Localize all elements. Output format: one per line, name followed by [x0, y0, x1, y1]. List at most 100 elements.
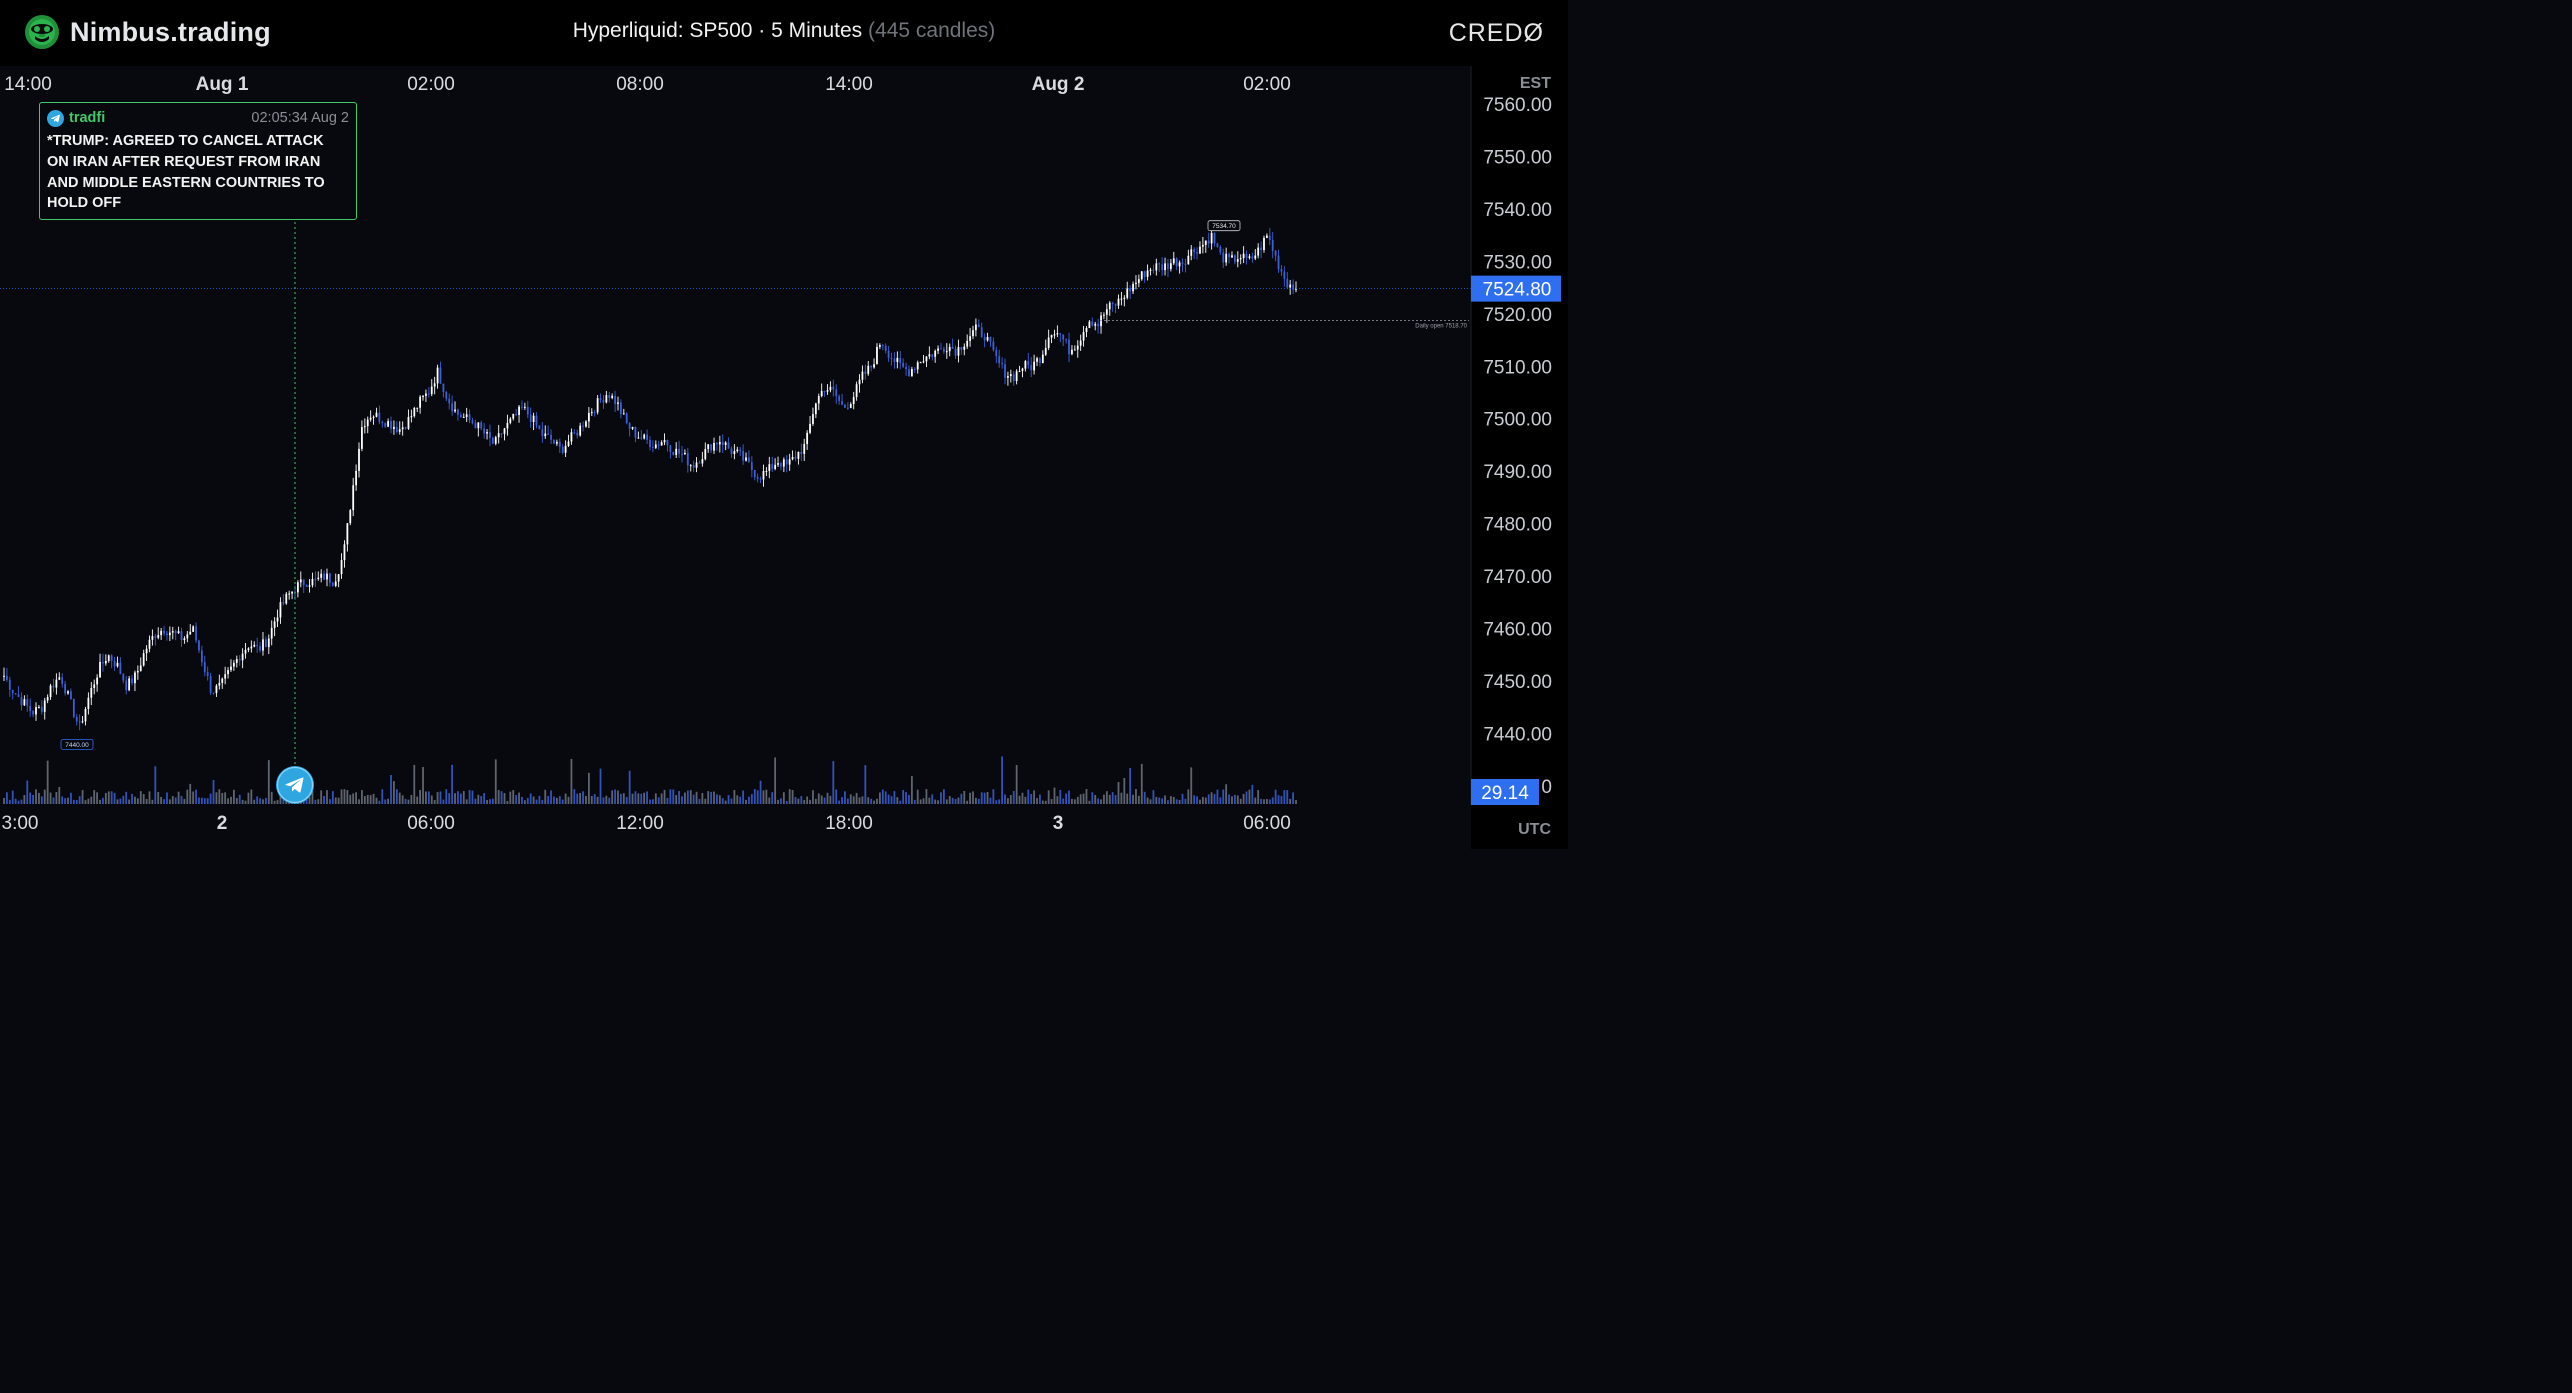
- volume-bar: [710, 791, 713, 804]
- candle-body: [369, 417, 372, 420]
- candle-body: [992, 341, 995, 350]
- brand-name: Nimbus.trading: [70, 16, 271, 47]
- candle-body: [267, 638, 270, 648]
- candle-body: [782, 459, 785, 467]
- candle-body: [122, 674, 125, 681]
- candle-body: [433, 383, 436, 387]
- volume-bar: [227, 798, 229, 804]
- candle-body: [6, 675, 8, 680]
- volume-axis-tick: 0: [1541, 777, 1552, 798]
- brand[interactable]: Nimbus.trading: [24, 14, 271, 50]
- volume-bar: [160, 796, 163, 804]
- volume-bar: [1181, 793, 1184, 804]
- volume-bar: [58, 786, 61, 804]
- candle-body: [259, 645, 261, 651]
- telegram-marker-button[interactable]: [276, 766, 314, 804]
- candle-body: [1231, 255, 1233, 258]
- volume-bar: [346, 790, 349, 804]
- candle-body: [858, 379, 861, 385]
- volume-bar: [913, 799, 916, 804]
- top-axis-tick: 02:00: [1243, 74, 1291, 95]
- candle-body: [195, 626, 197, 641]
- candle-body: [922, 361, 925, 363]
- candle-body: [425, 393, 427, 396]
- news-card[interactable]: tradfi 02:05:34 Aug 2 *TRUMP: AGREED TO …: [39, 102, 357, 220]
- candle-body: [343, 544, 346, 561]
- volume-bar: [954, 798, 957, 804]
- top-axis-tick: Aug 1: [196, 74, 249, 95]
- candle-body: [995, 349, 998, 357]
- volume-bar: [986, 791, 989, 804]
- volume-bar: [3, 798, 5, 804]
- volume-bar: [1033, 790, 1036, 804]
- volume-bar: [849, 794, 852, 804]
- volume-bar: [698, 799, 701, 804]
- volume-bar: [1263, 799, 1265, 804]
- top-axis-tick: Aug 2: [1032, 74, 1085, 95]
- volume-bar: [748, 796, 750, 804]
- volume-bar: [113, 792, 116, 804]
- volume-bar: [425, 791, 427, 804]
- volume-bar: [931, 794, 934, 804]
- volume-bar: [334, 797, 337, 804]
- y-tick-label: 7560.00: [1483, 95, 1552, 116]
- volume-bar: [1085, 789, 1088, 804]
- candle-body: [29, 705, 32, 712]
- volume-bar: [407, 799, 410, 804]
- candle-body: [1082, 332, 1085, 341]
- volume-bar: [1268, 799, 1271, 804]
- volume-bar: [128, 799, 131, 804]
- volume-bar: [1213, 794, 1216, 804]
- volume-bar: [538, 795, 541, 804]
- candle-body: [142, 653, 145, 666]
- candle-body: [355, 470, 357, 486]
- volume-bar: [221, 792, 224, 804]
- last-volume-label: 29.14: [1481, 783, 1529, 804]
- volume-bar: [273, 800, 276, 804]
- candle-body: [1248, 256, 1251, 258]
- candle-body: [451, 403, 454, 412]
- candle-body: [1169, 263, 1172, 269]
- candle-body: [87, 697, 90, 709]
- candle-body: [585, 421, 587, 427]
- candle-body: [841, 400, 843, 405]
- volume-bar: [323, 795, 325, 804]
- volume-bar: [756, 790, 759, 804]
- candle-body: [544, 433, 547, 437]
- volume-bar: [378, 800, 381, 804]
- volume-bar: [1289, 798, 1292, 804]
- volume-bar: [35, 789, 37, 804]
- volume-bar: [276, 800, 279, 804]
- volume-bar: [1152, 790, 1155, 804]
- candle-body: [337, 574, 340, 582]
- candle-body: [876, 346, 878, 365]
- volume-bar: [1210, 792, 1213, 804]
- candle-body: [329, 573, 331, 583]
- volume-bar: [937, 800, 939, 804]
- candle-body: [1036, 358, 1038, 362]
- candle-body: [1283, 271, 1286, 279]
- price-axis-panel: [1471, 66, 1568, 849]
- volume-bar: [940, 792, 942, 804]
- volume-bar: [17, 800, 20, 804]
- volume-bar: [657, 797, 660, 804]
- candle-body: [331, 582, 334, 586]
- candle-body: [829, 386, 832, 391]
- volume-bar: [471, 790, 474, 804]
- volume-bar: [701, 793, 704, 804]
- volume-bar: [919, 799, 922, 804]
- candle-body: [465, 414, 468, 417]
- candle-body: [317, 577, 320, 579]
- candle-body: [1062, 334, 1065, 340]
- volume-bar: [430, 795, 433, 804]
- candle-body: [471, 420, 474, 424]
- candle-body: [526, 406, 529, 415]
- volume-bar: [666, 797, 669, 804]
- candle-body: [1164, 263, 1166, 271]
- candle-body: [695, 462, 698, 468]
- volume-bar: [780, 798, 782, 804]
- candle-body: [489, 432, 491, 438]
- volume-bar: [1111, 792, 1114, 804]
- candle-body: [1280, 269, 1283, 272]
- candle-body: [820, 391, 823, 397]
